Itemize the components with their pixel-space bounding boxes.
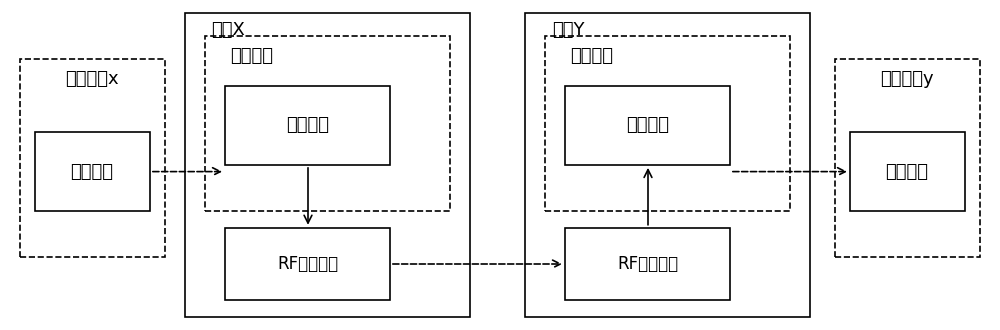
Text: 微控制器: 微控制器	[570, 47, 614, 65]
FancyBboxPatch shape	[835, 59, 980, 257]
Text: 微控制器: 微控制器	[230, 47, 274, 65]
FancyBboxPatch shape	[225, 228, 390, 300]
Text: 蓝牙芯片: 蓝牙芯片	[287, 116, 330, 134]
Text: RF射频芯片: RF射频芯片	[277, 255, 339, 273]
FancyBboxPatch shape	[225, 86, 390, 165]
Text: 模块Y: 模块Y	[552, 21, 584, 39]
FancyBboxPatch shape	[185, 13, 470, 317]
FancyBboxPatch shape	[525, 13, 810, 317]
Text: 蓝牙芯片: 蓝牙芯片	[70, 163, 114, 181]
FancyBboxPatch shape	[565, 228, 730, 300]
FancyBboxPatch shape	[20, 59, 165, 257]
Text: 蓝牙芯片: 蓝牙芯片	[626, 116, 670, 134]
Text: 移动终端y: 移动终端y	[880, 70, 934, 88]
FancyBboxPatch shape	[205, 36, 450, 211]
FancyBboxPatch shape	[850, 132, 965, 211]
Text: RF射频芯片: RF射频芯片	[617, 255, 679, 273]
Text: 模块X: 模块X	[211, 21, 245, 39]
Text: 蓝牙芯片: 蓝牙芯片	[886, 163, 928, 181]
FancyBboxPatch shape	[565, 86, 730, 165]
Text: 移动终端x: 移动终端x	[65, 70, 119, 88]
FancyBboxPatch shape	[35, 132, 150, 211]
FancyBboxPatch shape	[545, 36, 790, 211]
